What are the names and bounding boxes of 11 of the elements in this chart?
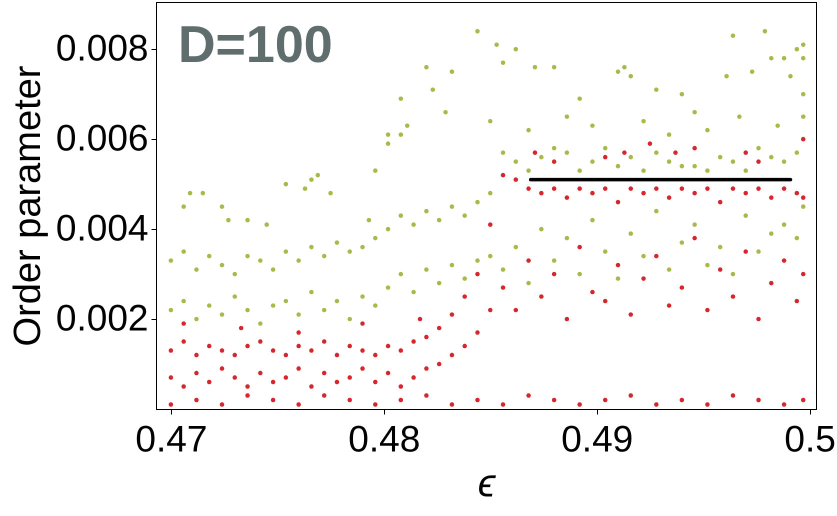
x-tick-label: 0.47 [135, 418, 208, 460]
y-tick-label: 0.002 [56, 298, 148, 339]
y-tick-label: 0.006 [56, 118, 148, 159]
y-tick-label: 0.004 [56, 208, 148, 249]
x-tick-label: 0.5 [784, 418, 836, 460]
y-tick-label: 0.008 [56, 28, 148, 69]
annotation: D=100 [178, 16, 333, 74]
x-tick-label: 0.48 [348, 418, 420, 460]
y-axis-title: Order parameter [6, 65, 49, 346]
x-axis-title: ϵ [478, 462, 497, 506]
x-tick-label: 0.49 [561, 418, 634, 460]
